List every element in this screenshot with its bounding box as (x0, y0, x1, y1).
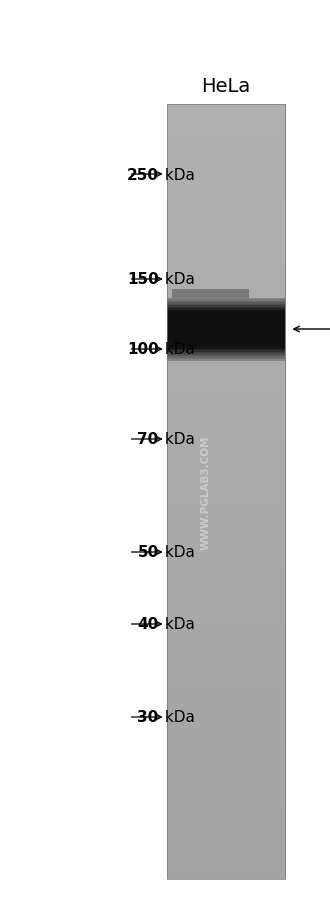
Text: 100: 100 (127, 342, 159, 357)
Text: WWW.PGLAB3.COM: WWW.PGLAB3.COM (201, 435, 211, 549)
Text: kDa: kDa (160, 167, 194, 182)
Text: 150: 150 (127, 272, 159, 287)
Bar (167, 304, 285, 355)
Text: 50: 50 (137, 545, 159, 560)
Text: kDa: kDa (160, 545, 194, 560)
Bar (167, 306, 285, 354)
Text: 30: 30 (137, 710, 159, 724)
Text: kDa: kDa (160, 617, 194, 631)
Bar (167, 105, 285, 879)
Bar (167, 312, 285, 347)
Bar (167, 299, 285, 361)
Text: 70: 70 (137, 432, 159, 447)
Bar (167, 301, 285, 358)
Text: kDa: kDa (160, 272, 194, 287)
Bar (167, 308, 285, 352)
Text: HeLa: HeLa (201, 78, 251, 97)
Text: kDa: kDa (160, 710, 194, 724)
Bar (167, 312, 285, 347)
Text: kDa: kDa (160, 342, 194, 357)
Bar (172, 290, 249, 299)
Text: kDa: kDa (160, 432, 194, 447)
Bar (167, 310, 285, 349)
Bar (167, 308, 285, 351)
Text: 40: 40 (137, 617, 159, 631)
Bar (167, 299, 285, 360)
Bar (167, 303, 285, 356)
Text: 250: 250 (127, 167, 159, 182)
